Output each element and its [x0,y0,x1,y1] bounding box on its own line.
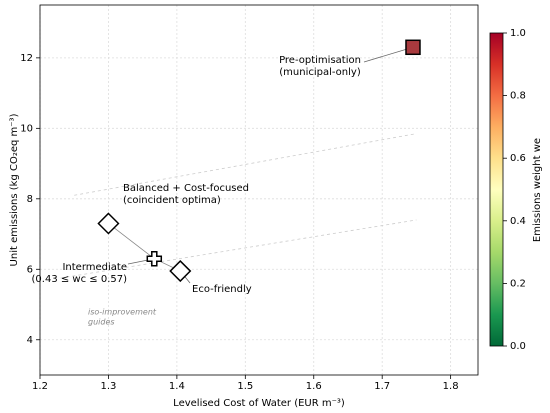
x-tick-label: 1.6 [306,381,322,392]
point-label: Eco-friendly [192,284,252,295]
y-axis-label: Unit emissions (kg CO₂eq m⁻³) [9,113,20,266]
leader-line [363,46,414,63]
colorbar-tick-label: 0.8 [510,91,526,102]
colorbar-label: Emissions weight we [532,138,543,242]
colorbar-tick-label: 0.2 [510,278,526,289]
marker [97,212,120,235]
point-label: Intermediate [62,262,127,273]
plot-frame [39,4,479,376]
x-axis-label: Levelised Cost of Water (EUR m⁻³) [173,398,345,409]
y-tick-label: 8 [27,194,33,205]
y-tick-label: 12 [20,53,33,64]
x-tick-label: 1.3 [100,381,116,392]
point-label: Balanced + Cost-focused [123,183,249,194]
colorbar-tick-label: 0.4 [510,216,526,227]
point-label: (coincident optima) [123,195,221,206]
marker [146,250,163,267]
colorbar-tick-label: 0.0 [510,341,526,352]
y-tick-label: 6 [27,264,33,275]
x-tick-label: 1.5 [237,381,253,392]
y-tick-label: 4 [27,335,33,346]
iso-guide [60,219,417,279]
point-label: (municipal-only) [279,67,361,78]
colorbar-tick-label: 0.6 [510,153,526,164]
x-tick-label: 1.4 [169,381,185,392]
colorbar [489,32,504,347]
point-label: (0.43 ≤ wc ≤ 0.57) [32,274,128,285]
y-tick-label: 10 [20,123,33,134]
x-tick-label: 1.7 [374,381,390,392]
colorbar-tick-label: 1.0 [510,28,526,39]
x-tick-label: 1.8 [443,381,459,392]
marker [169,259,192,283]
marker [405,39,421,56]
point-label: Pre-optimisation [279,55,361,66]
guide-label: guides [88,318,115,327]
x-tick-label: 1.2 [32,381,48,392]
guide-label: iso-improvement [88,308,157,317]
iso-guide [74,133,417,196]
